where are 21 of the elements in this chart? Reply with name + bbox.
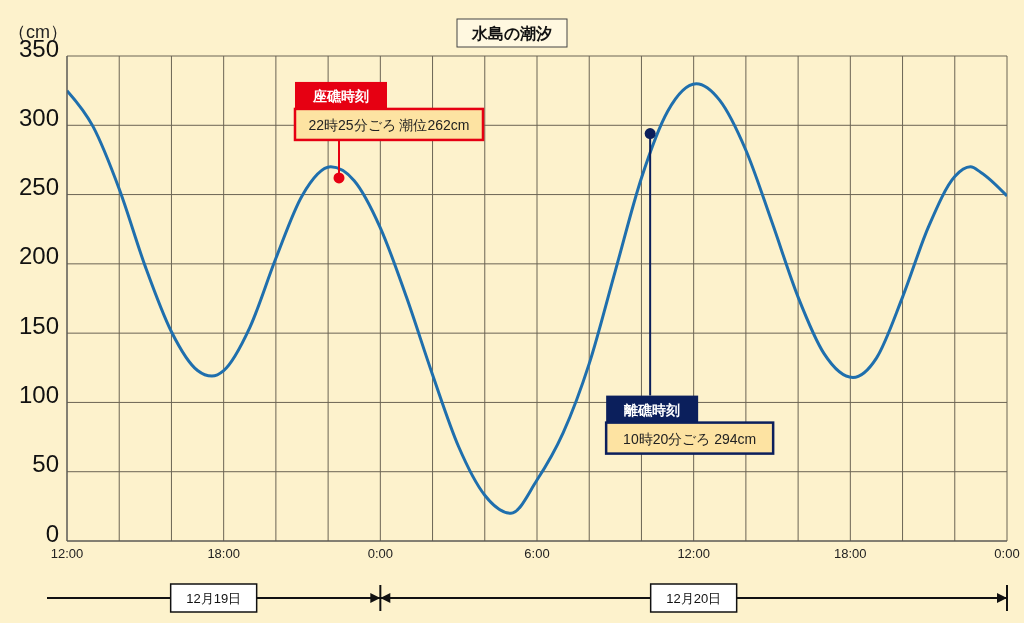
x-tick-label: 12:00 xyxy=(50,546,84,562)
y-tick-label: 300 xyxy=(18,103,59,131)
x-tick-label: 12:00 xyxy=(677,546,710,562)
annotation: 離礁時刻 xyxy=(623,401,681,418)
x-tick-label: 18:00 xyxy=(834,546,867,562)
chart-title: 水島の潮汐 xyxy=(471,25,552,42)
x-tick-label: 0:00 xyxy=(994,546,1020,562)
text: 12月19日 xyxy=(186,591,242,606)
annotation: 座礁時刻 xyxy=(311,87,369,104)
y-tick-label: 150 xyxy=(18,311,59,339)
annotation: 10時20分ごろ 294cm xyxy=(623,430,757,447)
text: 12月20日 xyxy=(666,591,722,606)
y-tick-label: 250 xyxy=(18,173,59,201)
y-tick-label: 50 xyxy=(32,450,59,478)
x-tick-label: 18:00 xyxy=(207,546,240,562)
y-tick-label: 200 xyxy=(18,242,59,270)
x-tick-label: 0:00 xyxy=(367,546,393,562)
annotation: 22時25分ごろ 潮位262cm xyxy=(308,116,470,133)
y-tick-label: 100 xyxy=(18,380,59,408)
y-tick-label: 0 xyxy=(45,519,59,547)
x-tick-label: 6:00 xyxy=(524,546,550,562)
